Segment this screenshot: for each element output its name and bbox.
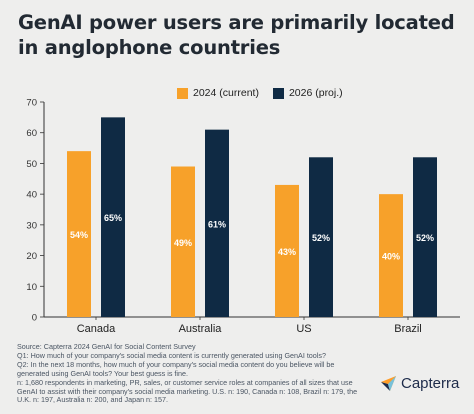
y-tick-label: 50 [26,159,37,170]
data-label: 52% [312,233,330,243]
data-label: 49% [174,238,192,248]
data-label: 54% [70,230,88,240]
data-label: 65% [104,213,122,223]
bar-australia-series-0 [171,166,195,317]
y-tick-label: 30 [26,220,37,231]
capterra-logo-text: Capterra [401,375,460,392]
legend-label-2024: 2024 (current) [193,87,259,99]
footer-n: n: 1,680 respondents in marketing, PR, s… [17,377,358,405]
footer-source: Source: Capterra 2024 GenAI for Social C… [17,342,196,351]
x-tick-label: US [296,323,311,335]
data-label: 52% [416,233,434,243]
data-label: 61% [208,219,226,229]
data-label: 40% [382,252,400,262]
legend-swatch-2026 [272,87,284,99]
bar-us-series-1 [309,157,333,317]
y-tick-label: 0 [32,313,37,324]
bar-brazil-series-1 [413,157,437,317]
y-tick-label: 10 [26,282,37,293]
bar-australia-series-1 [205,129,229,317]
legend-label-2026: 2026 (proj.) [288,87,343,99]
bar-us-series-0 [275,184,299,317]
legend-item-2026: 2026 (proj.) [272,87,343,99]
bar-canada-series-1 [101,117,125,317]
legend-item-2024: 2024 (current) [177,87,259,99]
data-label: 43% [278,247,296,257]
y-tick-label: 20 [26,251,37,262]
x-tick-label: Canada [77,323,116,335]
chart-title: GenAI power users are primarily located … [18,11,455,59]
y-tick-label: 40 [26,190,37,201]
bar-canada-series-0 [67,151,91,317]
x-tick-label: Australia [179,323,223,335]
capterra-arrow-icon [381,376,396,391]
legend-swatch-2024 [177,87,188,99]
y-tick-label: 60 [26,128,37,139]
footer-q2: Q2: In the next 18 months, how much of y… [17,359,335,378]
capterra-logo: Capterra [380,375,459,392]
chart-legend: 2024 (current) 2026 (proj.) [177,87,357,99]
y-tick-label: 70 [26,98,37,109]
footer-notes: Source: Capterra 2024 GenAI for Social C… [17,342,367,405]
x-tick-label: Brazil [394,323,422,335]
footer-q1: Q1: How much of your company's social me… [17,350,326,360]
bar-brazil-series-0 [379,194,403,317]
